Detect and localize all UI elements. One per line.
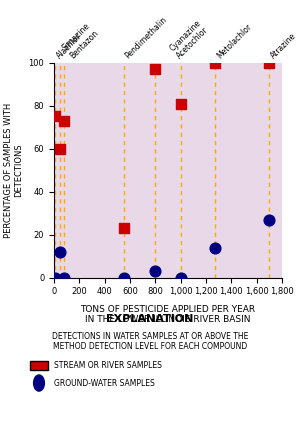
Point <box>61 274 66 281</box>
Point <box>53 113 58 120</box>
Point <box>121 274 126 281</box>
Point <box>212 244 217 251</box>
Text: Alachlor: Alachlor <box>55 31 84 60</box>
Point <box>58 248 63 255</box>
Point <box>267 59 272 66</box>
Point <box>121 225 126 232</box>
Text: DETECTIONS IN WATER SAMPLES AT OR ABOVE THE
METHOD DETECTION LEVEL FOR EACH COMP: DETECTIONS IN WATER SAMPLES AT OR ABOVE … <box>52 332 248 351</box>
Point <box>153 65 158 73</box>
Text: GROUND-WATER SAMPLES: GROUND-WATER SAMPLES <box>54 379 155 388</box>
X-axis label: TONS OF PESTICIDE APPLIED PER YEAR
IN THE LOWER ILLINOIS RIVER BASIN: TONS OF PESTICIDE APPLIED PER YEAR IN TH… <box>80 305 256 324</box>
Point <box>58 145 63 152</box>
Point <box>61 117 66 125</box>
Text: Atrazine: Atrazine <box>269 31 298 60</box>
Text: EXPLANATION: EXPLANATION <box>106 314 194 323</box>
Y-axis label: PERCENTAGE OF SAMPLES WITH
DETECTIONS: PERCENTAGE OF SAMPLES WITH DETECTIONS <box>4 103 23 238</box>
Point <box>178 100 183 107</box>
Text: STREAM OR RIVER SAMPLES: STREAM OR RIVER SAMPLES <box>54 361 162 370</box>
Text: Metolachlor: Metolachlor <box>215 22 253 60</box>
Text: Pendimethalin: Pendimethalin <box>124 15 169 60</box>
Point <box>212 59 217 66</box>
Point <box>178 274 183 281</box>
Point <box>153 268 158 275</box>
Text: Simazine
Bentazon: Simazine Bentazon <box>61 21 100 60</box>
Point <box>53 274 58 281</box>
Text: Cyanazine
Acetochlor: Cyanazine Acetochlor <box>168 17 211 60</box>
Point <box>267 216 272 223</box>
